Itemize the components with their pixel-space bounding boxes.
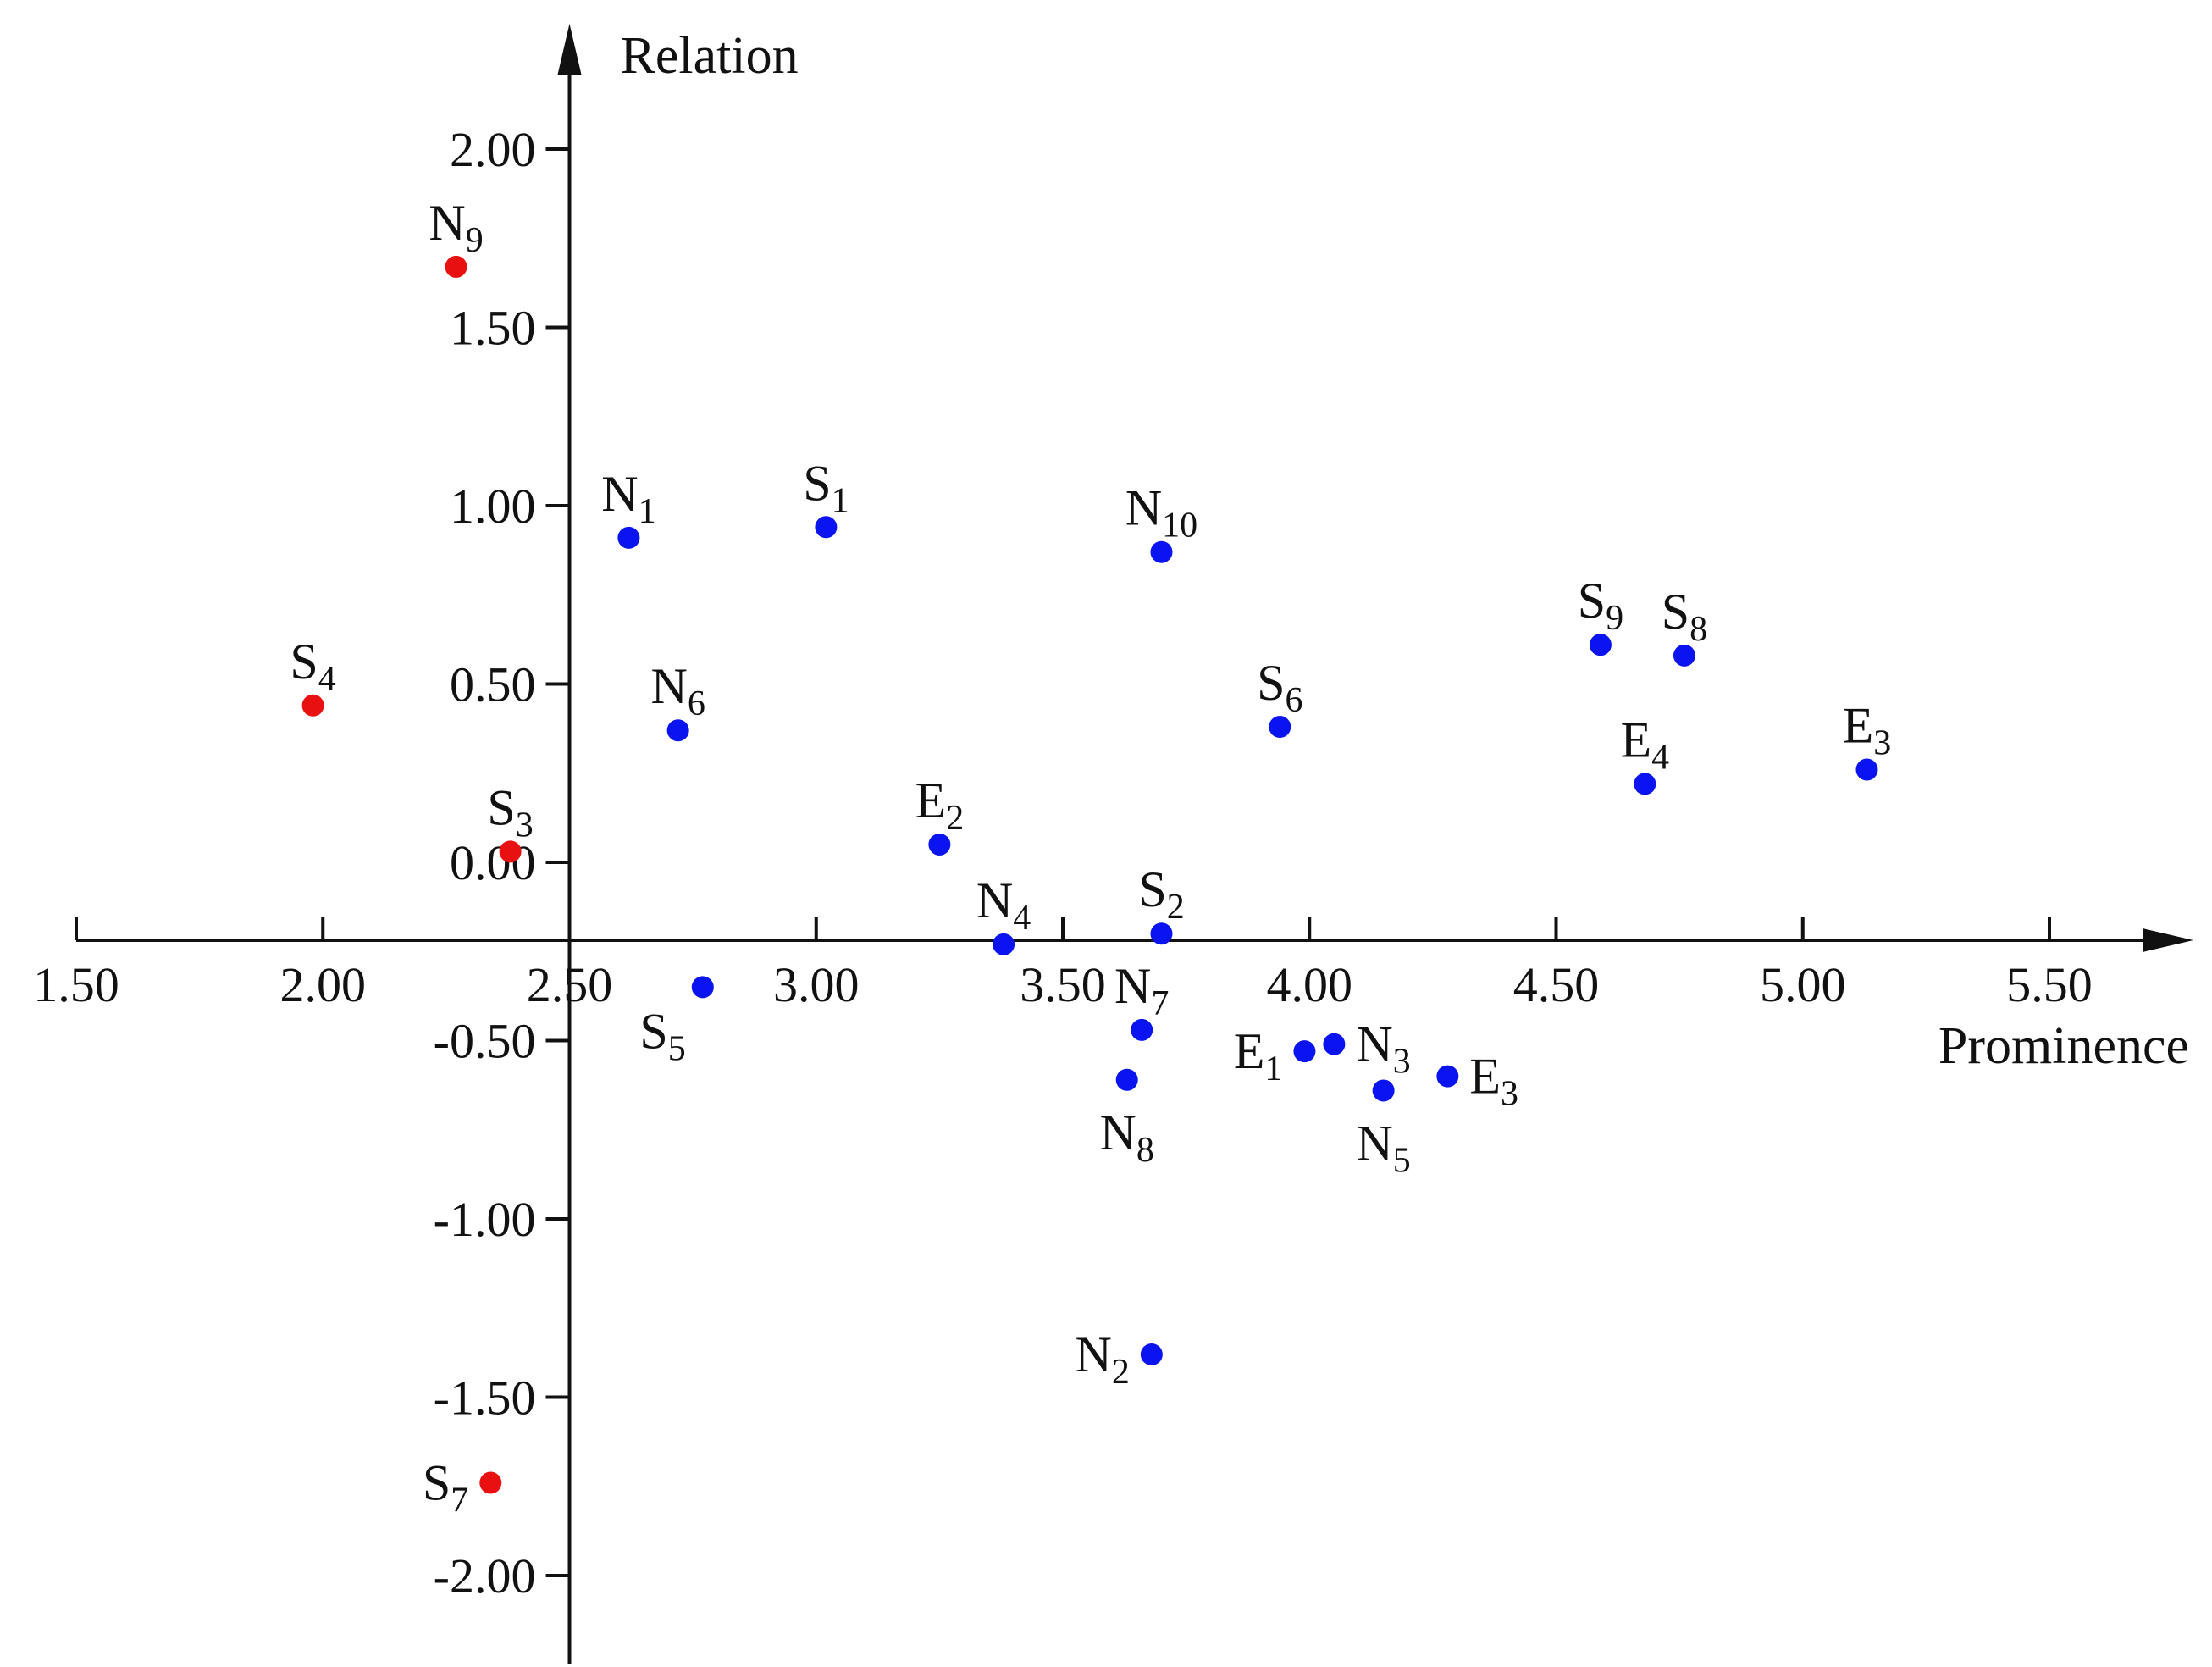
point-label: N6 [650,658,705,723]
point-label: E2 [915,773,965,838]
point-label: S1 [803,455,849,520]
point-label: N1 [601,466,655,531]
data-point [499,840,522,863]
data-point [1115,1068,1138,1091]
x-tick-label: 4.00 [1267,957,1353,1012]
point-label: S7 [423,1455,468,1520]
x-tick-label: 4.50 [1513,957,1600,1012]
point-label: S6 [1257,655,1302,720]
y-axis-arrow [557,24,582,75]
data-point [1150,540,1173,563]
axes [76,24,2193,1664]
point-label: N3 [1356,1016,1410,1082]
x-tick-label: 3.00 [773,957,860,1012]
y-tick-label: 0.00 [450,835,536,890]
point-label: S2 [1138,861,1184,927]
point-label: E1 [1234,1023,1283,1088]
data-point [1140,1343,1163,1365]
y-tick-label: -1.00 [434,1192,536,1247]
y-tick-label: 1.00 [450,479,536,534]
data-point [1673,644,1695,667]
point-label: N4 [976,872,1031,938]
data-point [928,833,951,856]
data-point [1855,758,1878,781]
y-tick-label: 2.00 [450,122,536,177]
data-point [1131,1018,1153,1041]
data-point [1269,716,1291,739]
x-axis-label: Prominence [1938,1017,2189,1075]
data-point [617,526,640,549]
y-axis-ticks: -2.00 -1.50 -1.00 -0.50 0.00 0.50 1.00 1.50 2.00 [434,122,570,1603]
data-point [993,933,1015,955]
y-tick-label: -1.50 [434,1371,536,1426]
y-tick-label: 0.50 [450,657,536,712]
point-label: E3 [1843,698,1892,763]
point-label: N7 [1114,958,1169,1023]
x-tick-label: 2.00 [280,957,367,1012]
y-tick-label: -2.00 [434,1548,536,1603]
x-tick-label: 5.00 [1760,957,1846,1012]
point-label: N5 [1356,1115,1410,1180]
data-point [479,1471,502,1494]
x-axis-ticks: 1.50 2.00 2.50 3.00 3.50 4.00 4.50 5.00 5.50 [33,917,2093,1012]
data-point [1634,773,1656,795]
point-label: S4 [290,634,335,699]
data-point [1372,1079,1395,1102]
point-label: S5 [639,1003,685,1068]
data-point [1323,1033,1346,1055]
y-axis-label: Relation [621,27,799,85]
point-label: N8 [1100,1105,1154,1170]
x-tick-label: 2.50 [527,957,613,1012]
y-tick-label: -0.50 [434,1014,536,1069]
data-point [445,255,467,278]
x-tick-label: 5.50 [2006,957,2093,1012]
y-tick-label: 1.50 [450,301,536,356]
point-label: N10 [1125,480,1197,546]
data-point [815,516,838,539]
point-label: S8 [1662,584,1707,649]
data-point [1589,634,1612,656]
point-label: S9 [1578,573,1623,638]
data-point [691,976,714,999]
x-axis-arrow [2143,928,2193,952]
point-label: E4 [1621,712,1670,777]
data-point [1436,1065,1459,1088]
point-label: N2 [1076,1326,1130,1392]
data-point [301,694,324,717]
data-point [666,719,689,742]
data-point [1150,922,1173,945]
data-point [1293,1040,1316,1063]
x-tick-label: 3.50 [1020,957,1106,1012]
point-label: N9 [429,195,483,260]
point-label: S3 [487,779,533,845]
x-tick-label: 1.50 [33,957,119,1012]
point-label: E3 [1469,1049,1518,1114]
